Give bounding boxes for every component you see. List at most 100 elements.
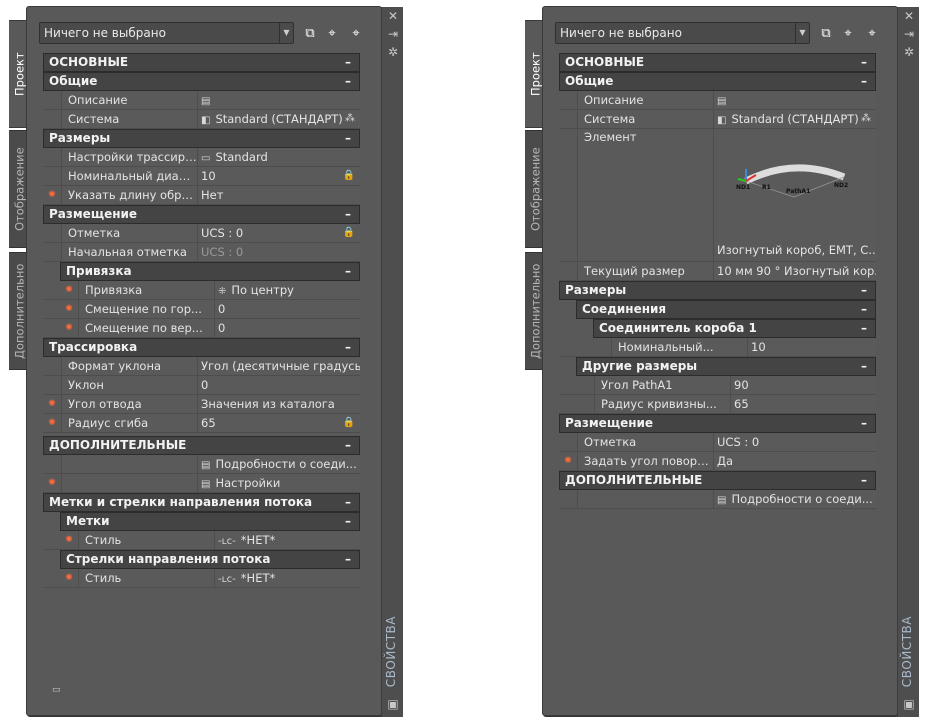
property-row[interactable]: Система ◧ Standard (СТАНДАРТ) ⁂ bbox=[559, 110, 876, 129]
property-row[interactable]: Уклон 0 bbox=[43, 376, 360, 395]
collapse-button[interactable]: – bbox=[861, 302, 867, 316]
category-header[interactable]: Привязка – bbox=[60, 262, 360, 281]
property-row[interactable]: ✺ Указать длину обрез... Нет bbox=[43, 186, 360, 205]
property-row[interactable]: Описание ▤ bbox=[559, 91, 876, 110]
auto-hide-icon[interactable]: ⇥ bbox=[903, 27, 915, 41]
selection-dropdown[interactable]: Ничего не выбрано ▼ bbox=[555, 22, 810, 44]
property-value[interactable]: ▤ Подробности о соеди... bbox=[713, 490, 876, 508]
property-value[interactable]: UCS : 0 🔒 bbox=[197, 224, 360, 242]
property-row[interactable]: Отметка UCS : 0 bbox=[559, 433, 876, 452]
property-value[interactable]: Нет bbox=[197, 186, 360, 204]
collapse-button[interactable]: – bbox=[861, 55, 867, 69]
category-header[interactable]: Метки – bbox=[60, 512, 360, 531]
property-value[interactable]: -ʟc- *НЕТ* bbox=[214, 531, 360, 549]
lock-icon[interactable]: 🔒 bbox=[342, 417, 355, 428]
property-row[interactable]: Формат уклона Угол (десятичные градусы) bbox=[43, 357, 360, 376]
property-row[interactable]: ✺ Смещение по гор... 0 bbox=[43, 300, 360, 319]
chevron-down-icon[interactable]: ▼ bbox=[279, 23, 293, 43]
category-header[interactable]: Размеры – bbox=[43, 129, 360, 148]
pickadd-icon[interactable]: ⌖ bbox=[352, 26, 360, 41]
property-value[interactable]: 0 bbox=[214, 319, 360, 337]
property-value[interactable]: Значения из каталога bbox=[197, 395, 360, 413]
collapse-button[interactable]: – bbox=[345, 74, 351, 88]
quick-select-icon[interactable]: ⌖ bbox=[844, 26, 852, 41]
routing-icon[interactable]: ▭ bbox=[201, 153, 211, 164]
property-row[interactable]: Номинальный... 10 bbox=[559, 338, 876, 357]
property-row[interactable]: Элемент ND1 R1 PathA1 ND2 Изогнутый короб, EM… bbox=[559, 129, 876, 262]
category-header[interactable]: ДОПОЛНИТЕЛЬНЫЕ – bbox=[559, 471, 876, 490]
label-style-icon[interactable]: -ʟc- bbox=[218, 536, 236, 547]
category-header[interactable]: Трассировка – bbox=[43, 338, 360, 357]
collapse-button[interactable]: – bbox=[345, 340, 351, 354]
category-header[interactable]: ОСНОВНЫЕ – bbox=[43, 53, 360, 72]
property-value[interactable]: 65 bbox=[730, 395, 876, 413]
justify-icon[interactable]: ⁜ bbox=[218, 286, 227, 297]
property-value[interactable]: ▤ Подробности о соеди... bbox=[197, 455, 360, 473]
category-header[interactable]: Соединитель короба 1 – bbox=[593, 319, 876, 338]
collapse-button[interactable]: – bbox=[345, 264, 351, 278]
system-icon[interactable]: ◧ bbox=[201, 115, 211, 126]
property-value[interactable]: 10 мм 90 ° Изогнутый кор... bbox=[713, 262, 876, 280]
property-value[interactable]: ▤ bbox=[713, 91, 876, 109]
quick-select-icon[interactable]: ⌖ bbox=[328, 26, 336, 41]
property-row[interactable]: ✺ ▤ Настройки bbox=[43, 474, 360, 493]
property-value[interactable]: 0 bbox=[214, 300, 360, 318]
property-row[interactable]: ✺ Радиус сгиба 65 🔒 bbox=[43, 414, 360, 433]
category-header[interactable]: Общие – bbox=[43, 72, 360, 91]
property-value[interactable]: 65 🔒 bbox=[197, 414, 360, 432]
collapse-button[interactable]: – bbox=[345, 55, 351, 69]
table-icon[interactable]: ▤ bbox=[201, 479, 211, 490]
property-row[interactable]: Радиус кривизны... 65 bbox=[559, 395, 876, 414]
category-header[interactable]: Размещение – bbox=[43, 205, 360, 224]
palette-menu-icon[interactable]: ▣ bbox=[903, 697, 915, 711]
property-value[interactable]: Да bbox=[713, 452, 876, 470]
add-selection-icon[interactable]: ⧉ bbox=[305, 26, 315, 41]
label-style-icon[interactable]: -ʟc- bbox=[218, 574, 236, 585]
collapse-button[interactable]: – bbox=[345, 207, 351, 221]
property-row[interactable]: ✺ Смещение по вер... 0 bbox=[43, 319, 360, 338]
category-header[interactable]: Размещение – bbox=[559, 414, 876, 433]
collapse-button[interactable]: – bbox=[345, 552, 351, 566]
table-icon[interactable]: ▤ bbox=[717, 495, 727, 506]
property-value[interactable]: ◧ Standard (СТАНДАРТ) ⁂ bbox=[197, 110, 360, 128]
collapse-button[interactable]: – bbox=[345, 514, 351, 528]
property-row[interactable]: ✺ Стиль -ʟc- *НЕТ* bbox=[43, 531, 360, 550]
property-row[interactable]: Отметка UCS : 0 🔒 bbox=[43, 224, 360, 243]
property-value[interactable]: ⁜ По центру bbox=[214, 281, 360, 299]
property-value[interactable]: 10 🔒 bbox=[197, 167, 360, 185]
property-value[interactable]: 90 bbox=[730, 376, 876, 394]
palette-menu-icon[interactable]: ▣ bbox=[387, 697, 399, 711]
collapse-button[interactable]: – bbox=[861, 359, 867, 373]
chevron-down-icon[interactable]: ▼ bbox=[795, 23, 809, 43]
property-row[interactable]: Номинальный диам... 10 🔒 bbox=[43, 167, 360, 186]
collapse-button[interactable]: – bbox=[861, 283, 867, 297]
property-row[interactable]: Угол PathA1 90 bbox=[559, 376, 876, 395]
category-header[interactable]: Общие – bbox=[559, 72, 876, 91]
property-row[interactable]: ▤ Подробности о соеди... bbox=[559, 490, 876, 509]
property-row[interactable]: ✺ Угол отвода Значения из каталога bbox=[43, 395, 360, 414]
property-value[interactable]: ▭ Standard bbox=[197, 148, 360, 166]
collapse-button[interactable]: – bbox=[345, 131, 351, 145]
category-header[interactable]: Стрелки направления потока – bbox=[60, 550, 360, 569]
property-row[interactable]: Текущий размер 10 мм 90 ° Изогнутый кор..… bbox=[559, 262, 876, 281]
lock-icon[interactable]: 🔒 bbox=[342, 227, 355, 238]
collapse-button[interactable]: – bbox=[345, 438, 351, 452]
property-value[interactable]: Угол (десятичные градусы) bbox=[197, 357, 360, 375]
property-row[interactable]: ▤ Подробности о соеди... bbox=[43, 455, 360, 474]
binoculars-icon[interactable]: ⁂ bbox=[861, 113, 871, 124]
property-value[interactable]: 10 bbox=[747, 338, 876, 356]
settings-icon[interactable]: ✲ bbox=[387, 45, 399, 59]
category-header[interactable]: Другие размеры – bbox=[576, 357, 876, 376]
property-row[interactable]: Система ◧ Standard (СТАНДАРТ) ⁂ bbox=[43, 110, 360, 129]
category-header[interactable]: Размеры – bbox=[559, 281, 876, 300]
collapse-button[interactable]: – bbox=[345, 495, 351, 509]
close-icon[interactable]: ✕ bbox=[903, 9, 915, 23]
table-icon[interactable]: ▤ bbox=[201, 460, 211, 471]
property-value[interactable]: ND1 R1 PathA1 ND2 Изогнутый короб, EMT, C... bbox=[713, 129, 876, 261]
property-value[interactable]: UCS : 0 bbox=[197, 243, 360, 261]
property-value[interactable]: ◧ Standard (СТАНДАРТ) ⁂ bbox=[713, 110, 876, 128]
property-row[interactable]: Настройки трассиро... ▭ Standard bbox=[43, 148, 360, 167]
add-selection-icon[interactable]: ⧉ bbox=[821, 26, 831, 41]
table-icon[interactable]: ▤ bbox=[201, 96, 211, 107]
binoculars-icon[interactable]: ⁂ bbox=[345, 113, 355, 124]
